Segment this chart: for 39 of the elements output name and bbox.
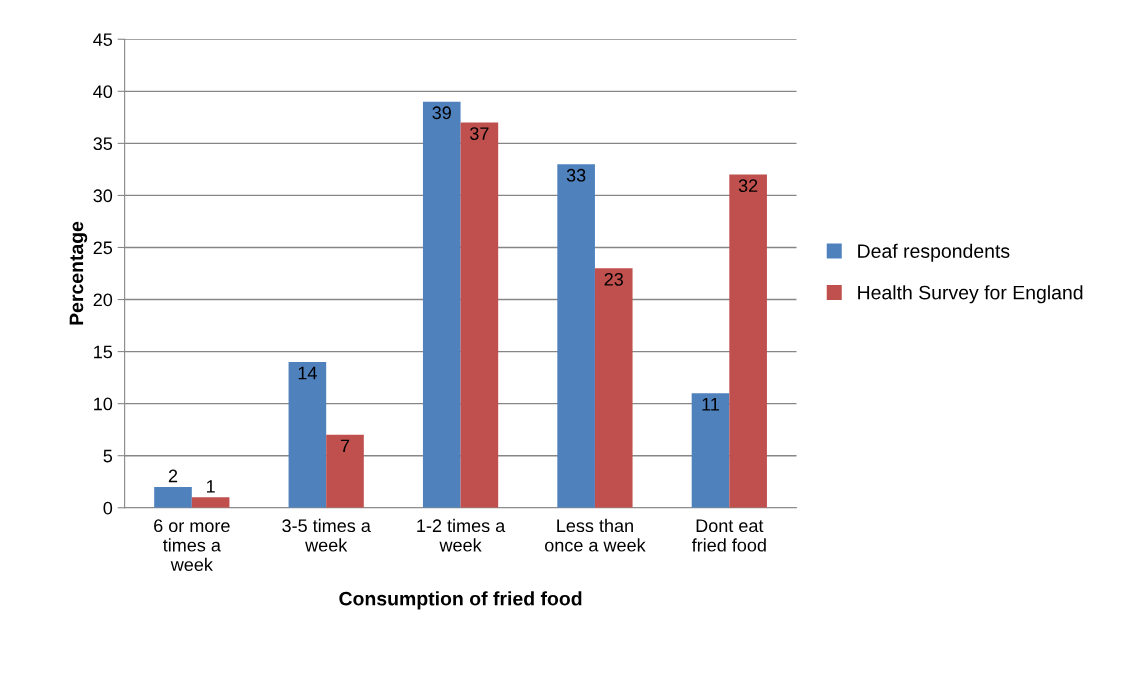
legend-label: Deaf respondents <box>858 243 1010 262</box>
data-label: 37 <box>470 127 489 140</box>
data-label: 39 <box>432 106 451 120</box>
data-label: 7 <box>340 439 350 453</box>
x-tick-label: 3-5 times a week <box>282 518 371 552</box>
y-tick-label: 25 <box>93 241 113 255</box>
bar <box>288 362 327 508</box>
y-axis-title: Percentage <box>69 221 88 325</box>
x-tick-label: 1-2 times a week <box>417 518 506 552</box>
bar <box>422 101 461 508</box>
bar <box>326 434 364 508</box>
data-label: 1 <box>206 480 215 493</box>
data-label: 23 <box>604 272 623 286</box>
y-tick-label: 20 <box>93 293 113 307</box>
x-tick-label: 6 or more times a week <box>154 519 230 572</box>
y-tick-label: 10 <box>94 397 113 411</box>
y-tick-label: 40 <box>93 85 113 99</box>
data-label: 2 <box>168 469 178 483</box>
bar <box>154 486 192 508</box>
data-label: 14 <box>298 366 317 380</box>
y-tick-label: 30 <box>93 189 113 203</box>
y-tick-label: 0 <box>103 501 113 515</box>
y-tick-label: 45 <box>93 33 113 46</box>
x-tick-label: Less than once a week <box>545 518 646 552</box>
y-tick-label: 35 <box>93 137 113 151</box>
y-tick-label: 15 <box>94 345 113 359</box>
x-axis-title: Consumption of fried food <box>339 591 582 610</box>
data-label: 32 <box>738 179 758 193</box>
bar <box>691 393 730 508</box>
y-tick-label: 5 <box>103 449 113 463</box>
bar <box>729 174 767 508</box>
data-label: 11 <box>702 398 719 411</box>
bar <box>557 164 595 508</box>
legend-label: Health Survey for England <box>858 285 1083 304</box>
bar <box>594 268 633 508</box>
bar <box>191 497 230 508</box>
bar <box>460 122 499 508</box>
x-tick-label: Dont eat fried food <box>691 519 766 552</box>
data-label: 33 <box>566 168 586 182</box>
